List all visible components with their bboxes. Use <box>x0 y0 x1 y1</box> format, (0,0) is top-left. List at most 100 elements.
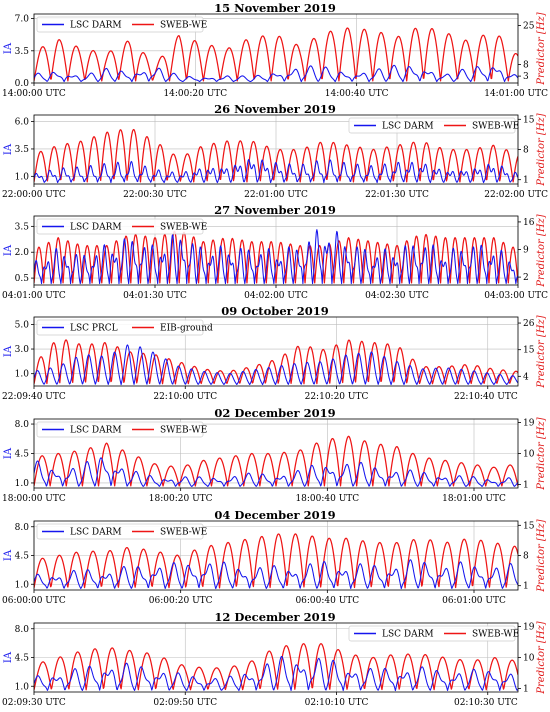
y-right-axis-label: Predictor [Hz] <box>536 417 547 491</box>
y-left-tick-label: 1.0 <box>15 682 30 692</box>
y-right-tick-label: 1 <box>523 176 529 186</box>
plot-frame <box>33 13 519 84</box>
legend <box>348 625 516 642</box>
legend-label: LSC DARM <box>70 426 122 436</box>
x-tick-label: 02:09:50 UTC <box>153 698 217 708</box>
series-line-lsc-darm <box>34 559 518 590</box>
y-right-tick-label: 9 <box>523 246 529 256</box>
y-left-axis-label: IA <box>3 447 14 459</box>
y-left-tick-label: 7.0 <box>15 15 30 25</box>
y-right-tick-label: 15 <box>523 521 535 531</box>
x-tick-label: 06:01:00 UTC <box>442 596 506 606</box>
y-left-tick-label: 1.0 <box>15 370 30 380</box>
x-tick-label: 02:09:30 UTC <box>2 698 66 708</box>
x-tick-label: 02:10:30 UTC <box>454 698 518 708</box>
chart-panel: 12 December 2019 02:09:30 UTC 02:09:50 UTC… <box>0 609 550 708</box>
y-right-tick-label: 26 <box>523 319 535 329</box>
x-tick-label: 04:01:30 UTC <box>123 291 187 301</box>
chart-svg: 22:00:00 UTC 22:00:30 UTC 22:01:00 UTC 22:0… <box>2 113 548 200</box>
y-right-tick-label: 8 <box>523 146 529 156</box>
legend-label: LSC DARM <box>70 21 122 31</box>
x-tick-label: 04:02:30 UTC <box>365 291 429 301</box>
y-right-tick-label: 3 <box>523 72 529 82</box>
y-right-axis-label: Predictor [Hz] <box>536 12 547 86</box>
series-line-lsc-darm <box>34 655 518 692</box>
x-tick-label: 14:00:20 UTC <box>163 89 227 99</box>
series-line-sweb-we <box>34 27 518 82</box>
legend <box>348 117 516 134</box>
y-left-tick-label: 0.0 <box>15 79 30 89</box>
y-right-tick-label: 19 <box>523 418 535 428</box>
y-left-axis-label: IA <box>3 651 14 663</box>
chart-panel: 04 December 2019 06:00:00 UTC 06:00:20 UTC… <box>0 507 550 606</box>
x-tick-label: 06:00:00 UTC <box>2 596 66 606</box>
y-left-tick-label: 4.5 <box>15 654 30 664</box>
y-right-axis-label: Predictor [Hz] <box>536 315 547 389</box>
chart-panel: 09 October 2019 22:09:40 UTC 22:10:00 UTC 2… <box>0 303 550 402</box>
y-left-tick-label: 3.5 <box>15 47 30 57</box>
x-tick-label: 22:10:00 UTC <box>153 392 217 402</box>
x-tick-label: 22:00:30 UTC <box>123 190 187 200</box>
x-tick-label: 14:00:40 UTC <box>325 89 389 99</box>
y-right-tick-label: 4 <box>523 372 529 382</box>
y-left-tick-label: 4.5 <box>15 450 30 460</box>
y-right-tick-label: 10 <box>523 450 535 460</box>
x-tick-label: 18:00:40 UTC <box>295 494 359 504</box>
y-right-axis-label: Predictor [Hz] <box>536 113 547 187</box>
series-line-sweb-we <box>34 435 518 487</box>
y-left-tick-label: 4.5 <box>15 552 30 562</box>
y-left-tick-label: 1.0 <box>15 172 30 182</box>
series-line-sweb-we <box>34 230 518 284</box>
legend <box>36 523 204 540</box>
chart-title: 15 November 2019 <box>214 1 336 15</box>
chart-title: 26 November 2019 <box>214 102 336 116</box>
legend-label: SWEB-WE <box>160 528 207 538</box>
legend-label: EIB-ground <box>160 324 213 334</box>
legend-label: LSC PRCL <box>70 324 118 334</box>
x-tick-label: 04:01:00 UTC <box>2 291 66 301</box>
x-tick-label: 22:00:00 UTC <box>2 190 66 200</box>
x-tick-label: 18:00:00 UTC <box>2 494 66 504</box>
chart-panel: 15 November 2019 14:00:00 UTC 14:00:20 UTC… <box>0 0 550 99</box>
x-tick-label: 14:01:00 UTC <box>484 89 548 99</box>
y-left-axis-label: IA <box>3 143 14 155</box>
y-left-tick-label: 3.5 <box>15 145 30 155</box>
legend-label: LSC DARM <box>382 122 434 132</box>
chart-svg: 18:00:00 UTC 18:00:20 UTC 18:00:40 UTC 18:0… <box>2 417 547 504</box>
y-left-tick-label: 6.0 <box>15 118 30 128</box>
chart-svg: 22:09:40 UTC 22:10:00 UTC 22:10:20 UTC 22:1… <box>2 315 547 402</box>
legend-label: SWEB-WE <box>472 122 519 132</box>
y-left-tick-label: 0.5 <box>15 274 30 284</box>
y-right-tick-label: 8 <box>523 61 529 71</box>
chart-title: 09 October 2019 <box>221 304 329 318</box>
y-right-tick-label: 1 <box>523 481 529 491</box>
y-left-tick-label: 1.0 <box>15 479 30 489</box>
y-left-tick-label: 8.0 <box>15 523 30 533</box>
y-left-tick-label: 2.0 <box>15 248 30 258</box>
series-line-lsc-prcl <box>34 344 518 386</box>
y-right-tick-label: 16 <box>523 218 535 228</box>
legend <box>36 421 204 438</box>
x-tick-label: 04:02:00 UTC <box>244 291 308 301</box>
legend-label: SWEB-WE <box>160 223 207 233</box>
y-right-tick-label: 10 <box>523 654 535 664</box>
series-line-lsc-darm <box>34 457 518 487</box>
chart-panel: 27 November 2019 04:01:00 UTC 04:01:30 UTC… <box>0 202 550 301</box>
y-right-tick-label: 15 <box>523 346 535 356</box>
series-line-sweb-we <box>34 128 518 183</box>
y-left-tick-label: 3.0 <box>15 345 30 355</box>
chart-title: 12 December 2019 <box>214 610 336 624</box>
legend-label: LSC DARM <box>70 528 122 538</box>
y-left-axis-label: IA <box>3 244 14 256</box>
y-right-tick-label: 15 <box>523 115 535 125</box>
x-tick-label: 14:00:00 UTC <box>2 89 66 99</box>
x-tick-label: 18:00:20 UTC <box>149 494 213 504</box>
y-right-axis-label: Predictor [Hz] <box>536 214 547 288</box>
y-left-axis-label: IA <box>3 345 14 357</box>
legend <box>36 218 204 235</box>
x-tick-label: 02:10:10 UTC <box>305 698 369 708</box>
chart-svg: 14:00:00 UTC 14:00:20 UTC 14:00:40 UTC 14:0… <box>2 12 548 99</box>
chart-title: 27 November 2019 <box>214 203 336 217</box>
y-left-tick-label: 1.0 <box>15 580 30 590</box>
